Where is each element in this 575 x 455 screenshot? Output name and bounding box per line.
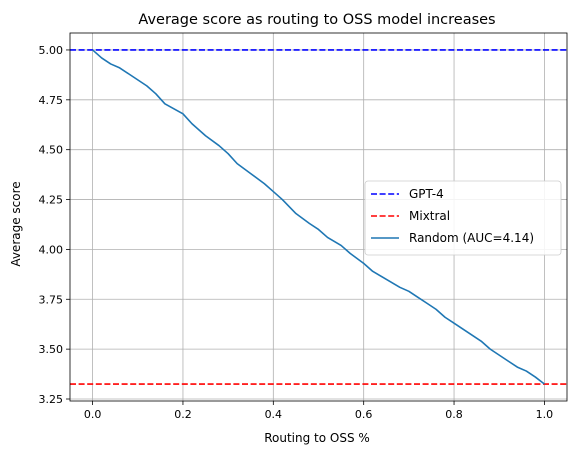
- y-tick-label: 3.50: [39, 343, 64, 356]
- y-axis-label: Average score: [9, 181, 23, 266]
- y-tick-label: 5.00: [39, 44, 64, 57]
- x-tick-label: 0.6: [355, 408, 373, 421]
- y-tick-label: 4.75: [39, 94, 64, 107]
- legend-label: Random (AUC=4.14): [409, 231, 534, 245]
- y-tick-label: 4.00: [39, 243, 64, 256]
- y-tick-label: 3.25: [39, 393, 64, 406]
- y-tick-label: 4.50: [39, 144, 64, 157]
- y-tick-label: 4.25: [39, 194, 64, 207]
- x-axis-label: Routing to OSS %: [264, 431, 370, 445]
- legend-label: Mixtral: [409, 209, 450, 223]
- x-tick-label: 0.2: [174, 408, 192, 421]
- plot-area: [70, 49, 567, 385]
- legend-box: [364, 180, 562, 256]
- y-tick-label: 3.75: [39, 293, 64, 306]
- ticks: 0.0 0.2 0.4 0.6 0.8 1.0 3.25 3.50 3.75 4.00 4.25 4.…: [39, 44, 554, 421]
- x-tick-label: 0.4: [265, 408, 283, 421]
- chart-title: Average score as routing to OSS model in…: [138, 12, 495, 28]
- x-tick-label: 0.8: [445, 408, 463, 421]
- series-line-random: [92, 49, 545, 385]
- x-tick-label: 1.0: [536, 408, 554, 421]
- legend-label: GPT-4: [409, 187, 444, 201]
- x-tick-label: 0.0: [84, 408, 102, 421]
- axes-frame: [69, 32, 568, 402]
- legend: GPT-4 Mixtral Random (AUC=4.14): [364, 180, 562, 256]
